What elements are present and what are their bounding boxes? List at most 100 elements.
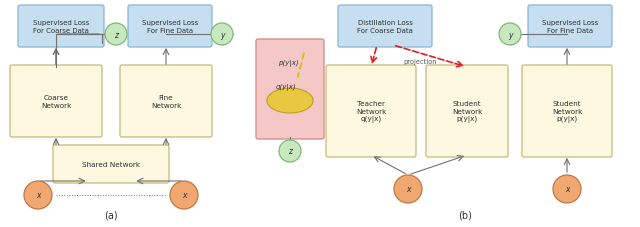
Circle shape xyxy=(174,121,177,124)
Circle shape xyxy=(139,93,142,96)
Circle shape xyxy=(394,119,397,122)
FancyBboxPatch shape xyxy=(10,66,102,137)
Ellipse shape xyxy=(267,89,313,114)
Circle shape xyxy=(24,181,52,209)
Circle shape xyxy=(45,79,48,82)
Circle shape xyxy=(174,100,177,103)
Circle shape xyxy=(122,167,125,170)
Circle shape xyxy=(575,138,578,141)
Circle shape xyxy=(556,82,559,85)
FancyBboxPatch shape xyxy=(426,66,508,157)
Circle shape xyxy=(64,111,67,114)
Circle shape xyxy=(64,79,67,82)
Circle shape xyxy=(443,101,446,104)
Circle shape xyxy=(143,154,146,157)
FancyBboxPatch shape xyxy=(522,66,612,157)
Circle shape xyxy=(29,107,32,110)
Circle shape xyxy=(76,154,79,157)
Circle shape xyxy=(591,119,593,122)
Circle shape xyxy=(394,175,422,203)
Circle shape xyxy=(97,158,100,161)
Circle shape xyxy=(190,121,193,124)
Circle shape xyxy=(105,24,127,46)
Circle shape xyxy=(499,24,521,46)
Circle shape xyxy=(80,121,83,124)
Circle shape xyxy=(344,101,348,104)
Circle shape xyxy=(591,82,593,85)
Circle shape xyxy=(575,110,578,113)
Circle shape xyxy=(575,82,578,85)
Text: Supervised Loss
For Coarse Data: Supervised Loss For Coarse Data xyxy=(33,20,89,34)
Text: Teacher
Network
q(y|x): Teacher Network q(y|x) xyxy=(356,100,386,123)
FancyBboxPatch shape xyxy=(120,66,212,137)
FancyBboxPatch shape xyxy=(53,145,169,183)
Circle shape xyxy=(64,90,67,93)
Text: p(y|x): p(y|x) xyxy=(278,59,298,66)
Circle shape xyxy=(170,181,198,209)
Circle shape xyxy=(556,96,559,99)
Circle shape xyxy=(541,82,543,85)
Circle shape xyxy=(553,175,581,203)
Circle shape xyxy=(139,121,142,124)
Circle shape xyxy=(155,100,158,103)
FancyBboxPatch shape xyxy=(128,6,212,48)
Text: Fine
Network: Fine Network xyxy=(151,95,181,109)
Text: x: x xyxy=(406,185,410,194)
Circle shape xyxy=(591,101,593,104)
Circle shape xyxy=(575,96,578,99)
Circle shape xyxy=(541,101,543,104)
Circle shape xyxy=(174,79,177,82)
Circle shape xyxy=(122,172,125,175)
Circle shape xyxy=(379,110,382,113)
Circle shape xyxy=(344,119,348,122)
Circle shape xyxy=(488,82,491,85)
Circle shape xyxy=(457,138,460,141)
Text: Student
Network
p(y|x): Student Network p(y|x) xyxy=(452,100,482,123)
Circle shape xyxy=(457,110,460,113)
Text: x: x xyxy=(182,191,186,200)
Circle shape xyxy=(211,24,233,46)
Circle shape xyxy=(457,96,460,99)
Circle shape xyxy=(80,79,83,82)
Text: x: x xyxy=(564,185,569,194)
Circle shape xyxy=(122,158,125,161)
Circle shape xyxy=(190,79,193,82)
Circle shape xyxy=(190,93,193,96)
Circle shape xyxy=(139,107,142,110)
Circle shape xyxy=(344,82,348,85)
Circle shape xyxy=(474,138,477,141)
Circle shape xyxy=(76,160,79,163)
Circle shape xyxy=(97,172,100,175)
Circle shape xyxy=(97,167,100,170)
Circle shape xyxy=(143,166,146,169)
Text: projection: projection xyxy=(403,59,436,65)
Circle shape xyxy=(122,154,125,157)
Text: y: y xyxy=(508,30,512,39)
Circle shape xyxy=(76,172,79,175)
Text: q(y|x): q(y|x) xyxy=(276,83,296,90)
Circle shape xyxy=(379,124,382,127)
Circle shape xyxy=(379,96,382,99)
Circle shape xyxy=(344,138,348,141)
Circle shape xyxy=(556,110,559,113)
Circle shape xyxy=(379,138,382,141)
Circle shape xyxy=(97,154,100,157)
Circle shape xyxy=(360,124,363,127)
Circle shape xyxy=(155,79,158,82)
Circle shape xyxy=(143,172,146,175)
Circle shape xyxy=(174,111,177,114)
FancyBboxPatch shape xyxy=(256,40,324,139)
Circle shape xyxy=(360,138,363,141)
Text: Coarse
Network: Coarse Network xyxy=(41,95,71,109)
Text: (b): (b) xyxy=(458,210,472,220)
Circle shape xyxy=(474,96,477,99)
Circle shape xyxy=(360,82,363,85)
Circle shape xyxy=(575,124,578,127)
Circle shape xyxy=(29,93,32,96)
Circle shape xyxy=(29,79,32,82)
Circle shape xyxy=(394,101,397,104)
Circle shape xyxy=(139,79,142,82)
FancyBboxPatch shape xyxy=(18,6,104,48)
Text: Supervised Loss
For Fine Data: Supervised Loss For Fine Data xyxy=(542,20,598,34)
Circle shape xyxy=(541,119,543,122)
